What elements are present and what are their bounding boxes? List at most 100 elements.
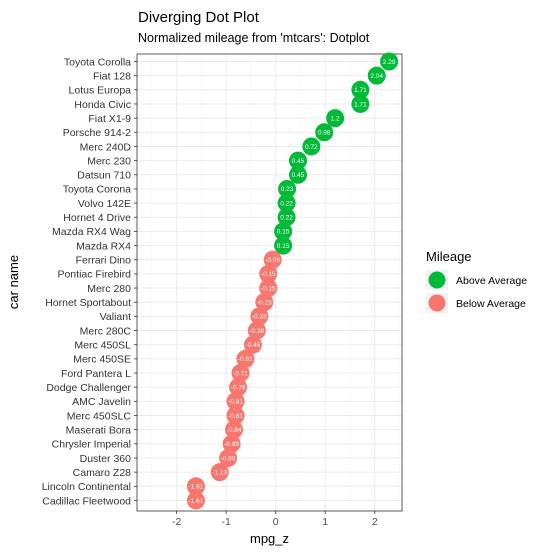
data-point: [351, 94, 370, 113]
data-label: 0.15: [277, 243, 290, 250]
data-point: [186, 477, 205, 496]
data-label: -1.61: [189, 484, 204, 491]
y-tick-label: Pontiac Firebird: [57, 269, 131, 281]
watermark-text: 知乎 @python生物人: [428, 519, 540, 533]
data-point: [250, 307, 269, 326]
data-label: -0.06: [265, 257, 280, 264]
y-tick-label: Mazda RX4: [76, 240, 131, 252]
data-label: 0.23: [281, 186, 294, 193]
data-label: -0.46: [245, 342, 260, 349]
data-label: 2.29: [383, 59, 396, 66]
data-label: -0.61: [238, 356, 253, 363]
y-tick-label: Datsun 710: [77, 170, 131, 182]
data-point: [274, 222, 293, 241]
data-point: [288, 151, 307, 170]
data-point: [243, 335, 262, 354]
data-point: [326, 109, 345, 128]
data-point: [277, 194, 296, 213]
y-axis-tick-labels: Toyota Corolla Fiat 128 Lotus Europa Honda …: [42, 56, 137, 507]
y-tick-label: Merc 240D: [80, 141, 132, 153]
data-point: [259, 264, 278, 283]
data-label: 0.45: [292, 158, 305, 165]
y-tick-label: Cadillac Fleetwood: [42, 495, 131, 507]
data-label: 1.2: [331, 115, 340, 122]
y-tick-label: Hornet Sportabout: [45, 297, 131, 309]
data-point: [210, 463, 229, 482]
x-axis-title: mpg_z: [250, 531, 289, 546]
data-point: [247, 321, 266, 340]
data-point: [277, 208, 296, 227]
data-label: 0.22: [280, 200, 293, 207]
data-point: [222, 434, 241, 453]
x-tick-label: 0: [273, 516, 279, 528]
data-label: 0.22: [280, 215, 293, 222]
data-points: 2.292.041.711.711.20.980.720.450.450.230…: [186, 52, 399, 510]
data-label: -0.71: [233, 370, 248, 377]
data-label: -0.15: [261, 285, 276, 292]
y-tick-label: Lincoln Continental: [42, 481, 131, 493]
data-label: -0.89: [224, 441, 239, 448]
y-axis-title: car name: [6, 255, 21, 309]
legend-label-above: Above Average: [456, 275, 527, 287]
data-point: [229, 378, 248, 397]
y-tick-label: Camaro Z28: [73, 467, 132, 479]
data-label: 0.72: [305, 144, 318, 151]
y-tick-label: Merc 450SL: [74, 340, 131, 352]
data-label: 0.45: [292, 172, 305, 179]
chart-title: Diverging Dot Plot: [138, 9, 260, 26]
y-tick-label: AMC Javelin: [72, 396, 131, 408]
y-tick-label: Merc 230: [87, 155, 131, 167]
plot-panel: 2.292.041.711.711.20.980.720.450.450.230…: [136, 52, 403, 512]
data-point: [263, 250, 282, 269]
data-label: 0.98: [318, 130, 331, 137]
y-tick-label: Hornet 4 Drive: [63, 212, 131, 224]
y-tick-label: Merc 280: [87, 283, 131, 295]
y-tick-label: Fiat 128: [93, 70, 131, 82]
data-point: [186, 491, 205, 510]
y-tick-label: Ferrari Dino: [76, 255, 132, 267]
legend-title: Mileage: [426, 249, 472, 264]
data-label: -1.13: [212, 469, 227, 476]
y-tick-label: Maserati Bora: [66, 424, 132, 436]
data-point: [278, 179, 297, 198]
data-point: [259, 279, 278, 298]
data-point: [380, 52, 399, 71]
legend: Mileage Above Average Below Average: [426, 249, 527, 313]
data-label: -1.61: [189, 498, 204, 505]
y-tick-label: Duster 360: [80, 453, 132, 465]
data-label: -0.84: [227, 427, 242, 434]
data-label: -0.15: [261, 271, 276, 278]
x-axis-tick-labels: -2 -1 0 1 2: [172, 511, 378, 528]
data-point: [315, 123, 334, 142]
chart-subtitle: Normalized mileage from 'mtcars': Dotplo…: [138, 31, 370, 45]
y-tick-label: Fiat X1-9: [88, 113, 131, 125]
y-tick-label: Merc 280C: [80, 325, 132, 337]
y-tick-label: Ford Pantera L: [61, 368, 131, 380]
data-label: -0.81: [228, 413, 243, 420]
data-label: -0.81: [228, 399, 243, 406]
data-label: -0.96: [221, 455, 236, 462]
data-label: -0.38: [249, 328, 264, 335]
y-tick-label: Chrysler Imperial: [52, 439, 131, 451]
y-tick-label: Honda Civic: [74, 99, 131, 111]
data-point: [351, 80, 370, 99]
x-tick-label: -1: [221, 516, 230, 528]
x-tick-label: 2: [372, 516, 378, 528]
data-label: -0.33: [252, 314, 267, 321]
data-label: 2.04: [370, 73, 383, 80]
data-label: -0.76: [231, 384, 246, 391]
legend-key-below: [428, 294, 446, 312]
grid-lines: [137, 54, 402, 511]
data-point: [288, 165, 307, 184]
y-tick-label: Dodge Challenger: [46, 382, 131, 394]
data-label: 1.71: [354, 87, 367, 94]
x-tick-label: 1: [322, 516, 328, 528]
data-label: 1.71: [354, 101, 367, 108]
data-label: 0.15: [277, 229, 290, 236]
data-point: [231, 364, 250, 383]
data-point: [255, 293, 274, 312]
legend-label-below: Below Average: [456, 298, 526, 310]
legend-key-above: [428, 271, 446, 289]
y-tick-label: Toyota Corona: [63, 184, 131, 196]
data-point: [226, 392, 245, 411]
